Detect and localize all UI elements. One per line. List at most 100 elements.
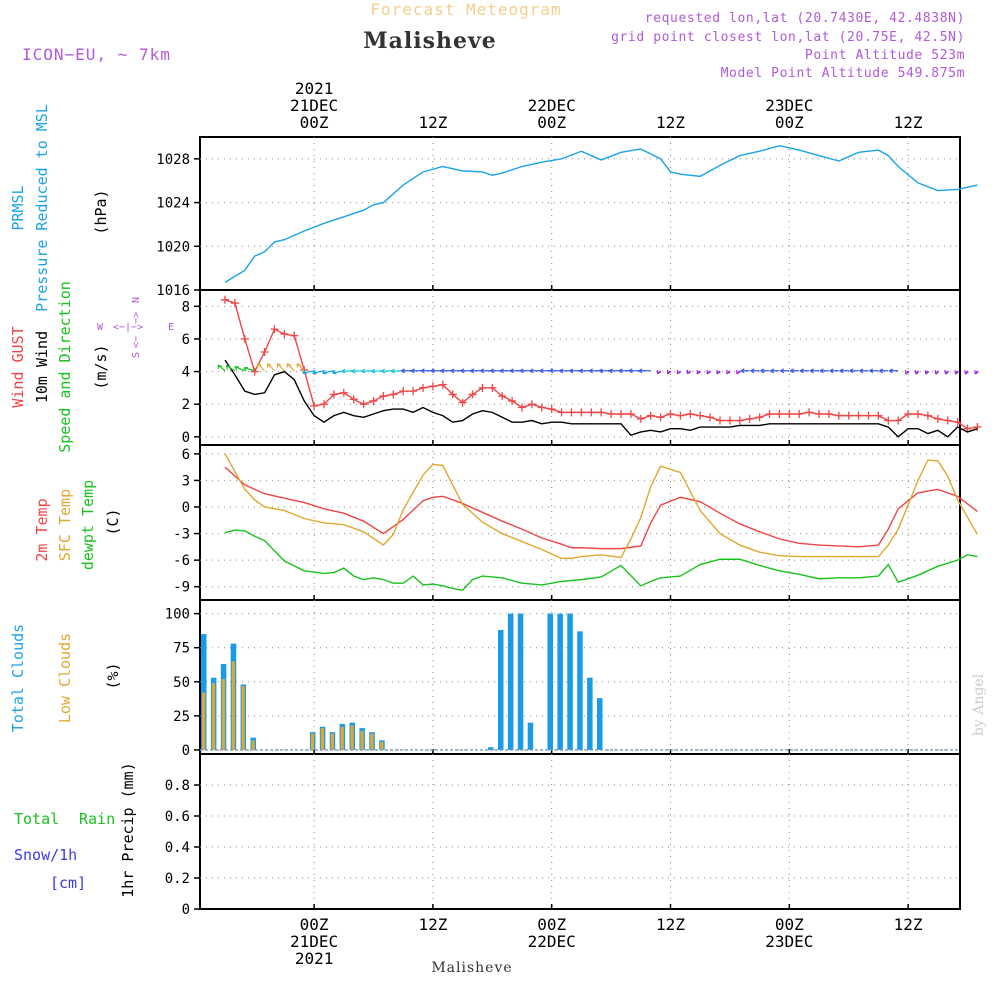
temperature-tick-label: -6 [173, 553, 190, 569]
gust-marker [844, 411, 853, 420]
total-cloud-bar [498, 629, 504, 750]
model-altitude: Model Point Altitude 549.875m [721, 66, 965, 81]
total-cloud-bar [517, 613, 524, 750]
gust-marker [478, 383, 487, 392]
gust-marker [914, 410, 922, 418]
wind-direction-arrow [726, 369, 731, 375]
compass-rose: W <−|−> E N −> <− S [97, 297, 174, 358]
gust-marker [815, 410, 823, 418]
time-label: 21DEC [290, 96, 338, 115]
gust-marker [597, 408, 606, 417]
time-label: 00Z [775, 113, 804, 132]
pressure-tick-label: 1024 [156, 196, 190, 212]
compass-s: S [131, 352, 142, 358]
wind-direction-arrow [676, 369, 682, 375]
wind-direction-arrow [296, 362, 305, 372]
gust-marker [498, 392, 507, 401]
wind-direction-arrow [234, 366, 246, 372]
temp-ylabel-sfc: SFC Temp [56, 489, 74, 561]
wind-direction-arrow [696, 369, 701, 375]
low-cloud-bar [211, 683, 216, 750]
gust-marker [508, 396, 517, 405]
wind-frame [199, 289, 961, 446]
wind-direction-arrow [312, 369, 325, 375]
time-label: 00Z [300, 113, 329, 132]
gust-marker [468, 390, 477, 399]
low-cloud-bar [251, 740, 255, 750]
grid-point-coords: grid point closest lon,lat (20.75E, 42.5… [611, 30, 965, 45]
wind-direction-arrow [888, 368, 899, 374]
time-label: 12Z [656, 915, 685, 934]
low-cloud-bar [340, 726, 344, 750]
temperature-series-sfc-temp [224, 453, 979, 560]
clouds-tick-label: 0 [182, 743, 190, 759]
pressure-ylabel-unit: (hPa) [92, 189, 110, 234]
temperature-tick-label: 6 [182, 447, 190, 463]
precip-tick-label: 0.2 [165, 871, 190, 887]
wind-direction-arrow [964, 370, 969, 375]
gust-marker [933, 414, 942, 423]
gust-marker [230, 299, 239, 308]
wind-direction-arrow [760, 368, 770, 374]
wind-series-10m-wind [224, 359, 978, 438]
wind-direction-arrow [286, 362, 295, 372]
gust-marker [339, 388, 348, 397]
gust-marker [310, 401, 319, 410]
gust-marker [874, 411, 883, 420]
gust-marker [359, 400, 368, 409]
time-label: 2021 [295, 79, 334, 98]
wind-direction-arrow [924, 370, 930, 375]
panel-temperature-plot: 6 3 0 -3 -6 -9 [173, 444, 979, 601]
time-label: 12Z [894, 113, 923, 132]
low-cloud-bar [202, 692, 206, 750]
gust-marker [864, 411, 873, 420]
time-label: 21DEC [290, 932, 338, 951]
gust-marker [716, 416, 724, 425]
gust-marker [250, 367, 259, 376]
temp-ylabel-2m: 2m Temp [33, 498, 51, 561]
requested-coords: requested lon,lat (20.7430E, 42.4838N) [645, 11, 965, 26]
wind-direction-arrow [666, 369, 672, 375]
gust-marker [824, 410, 833, 418]
clouds-panel: Total Clouds Low Clouds (%) [9, 624, 122, 732]
wind-direction-arrow [322, 369, 335, 375]
precip-total-label: Total [14, 810, 59, 828]
precip-tick-label: 0.8 [165, 778, 190, 794]
wind-direction-arrow [266, 362, 275, 372]
gust-marker [419, 383, 427, 392]
total-cloud-bar [597, 698, 603, 750]
total-cloud-bar [527, 722, 534, 750]
gust-marker [369, 396, 378, 405]
total-cloud-bar [547, 613, 553, 750]
gust-marker [795, 410, 804, 418]
temp-ylabel-dewpt: dewpt Temp [79, 480, 97, 570]
time-label: 22DEC [528, 96, 576, 115]
wind-direction-arrow [869, 368, 879, 374]
gust-marker [617, 410, 625, 418]
time-label: 12Z [656, 113, 685, 132]
total-cloud-bar [488, 747, 494, 750]
temperature-series-dewpt-temp [224, 529, 978, 592]
wind-direction-arrow [839, 368, 849, 374]
time-label: 12Z [418, 113, 447, 132]
gust-marker [537, 403, 546, 412]
time-label: 23DEC [765, 932, 813, 951]
gust-marker [320, 400, 328, 409]
temp-ylabel-unit: (C) [104, 508, 122, 535]
total-cloud-bar [567, 613, 573, 750]
compass-e: E [168, 322, 174, 333]
gust-marker [953, 418, 962, 427]
clouds-ylabel-unit: (%) [104, 662, 122, 689]
gust-marker [587, 408, 596, 417]
gust-marker [379, 392, 388, 401]
gust-marker [706, 413, 715, 422]
precip-ylabel: 1hr Precip (mm) [119, 762, 137, 897]
gust-marker [577, 408, 586, 417]
wind-direction-arrow [638, 368, 651, 374]
clouds-ylabel-low: Low Clouds [56, 633, 74, 723]
time-label: 12Z [894, 915, 923, 934]
pressure-ylabel-prmsl: PRMSL [9, 185, 27, 230]
low-cloud-bar [241, 685, 245, 750]
low-cloud-bar [231, 661, 235, 750]
